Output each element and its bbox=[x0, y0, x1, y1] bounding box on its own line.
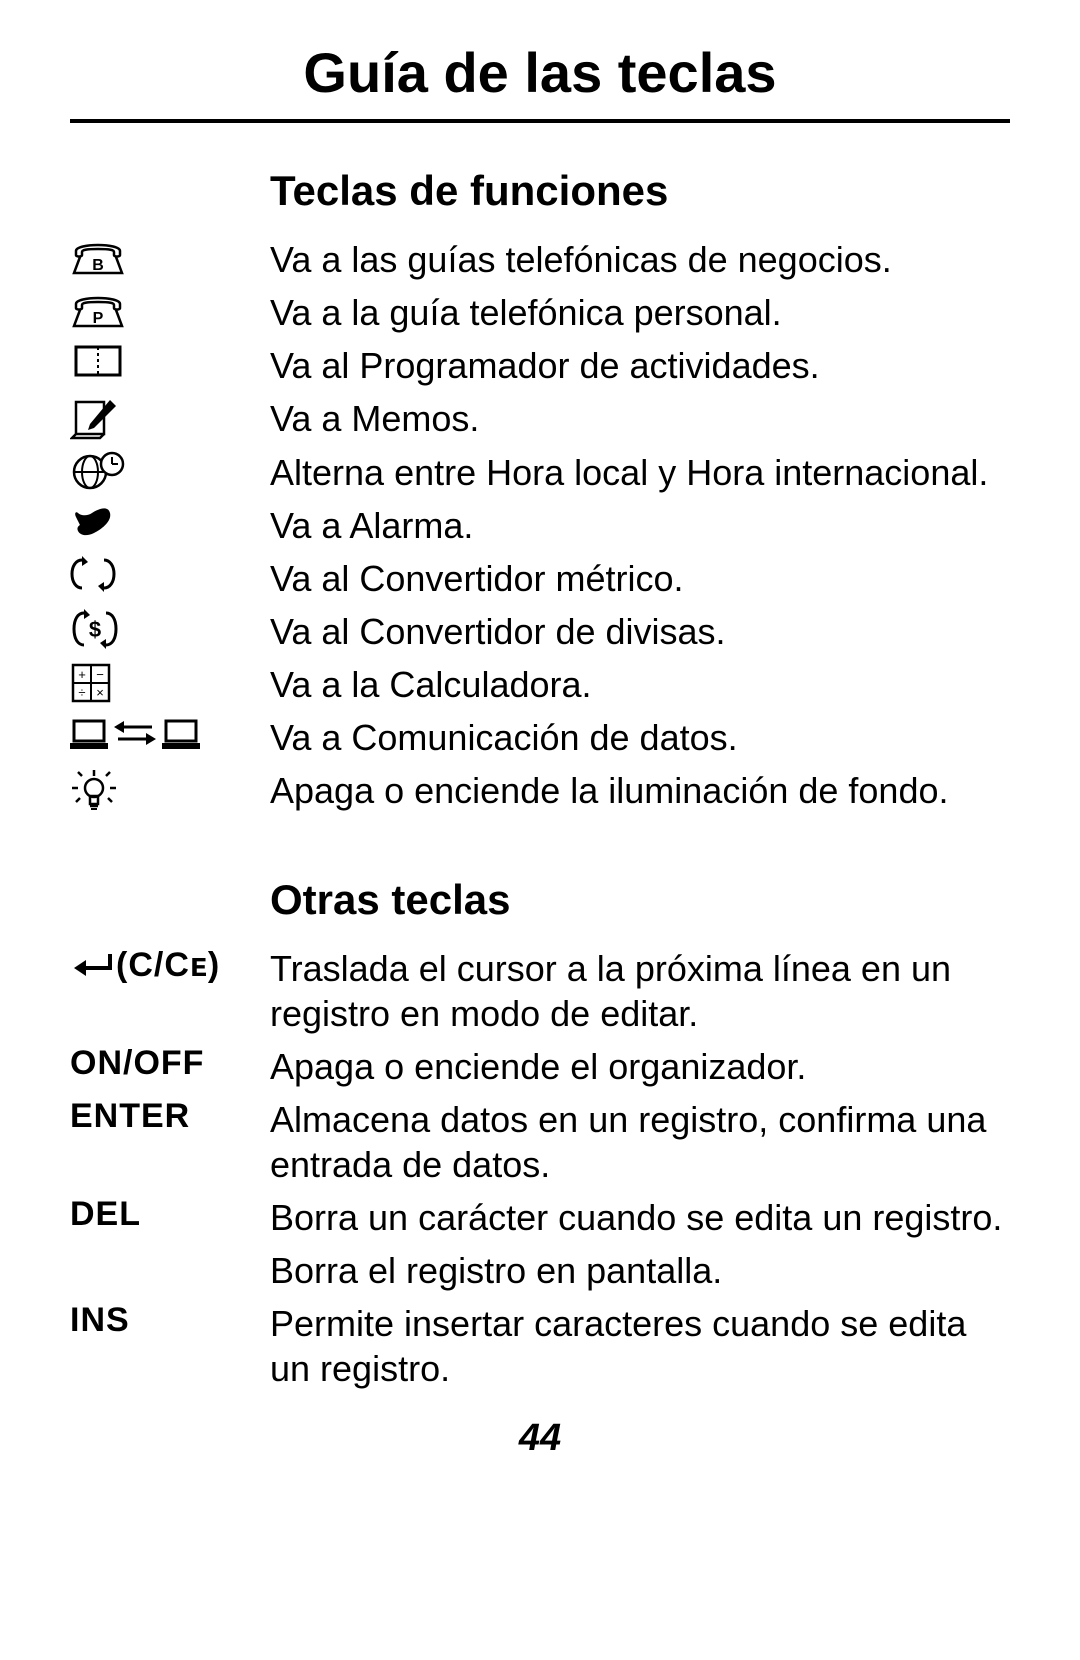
other-key-row: ON/OFF Apaga o enciende el organizador. bbox=[70, 1044, 1010, 1089]
other-key-row: INS Permite insertar caracteres cuando s… bbox=[70, 1301, 1010, 1391]
svg-text:P: P bbox=[93, 310, 104, 327]
currency-converter-icon: $ bbox=[70, 609, 270, 649]
metric-converter-icon bbox=[70, 556, 270, 592]
svg-text:$: $ bbox=[89, 617, 101, 642]
phone-p-icon: P bbox=[70, 290, 270, 332]
function-desc: Alterna entre Hora local y Hora internac… bbox=[270, 450, 1010, 495]
function-row: Va a Alarma. bbox=[70, 503, 1010, 548]
backlight-icon bbox=[70, 768, 270, 816]
phone-b-icon: B bbox=[70, 237, 270, 279]
svg-text:−: − bbox=[96, 667, 104, 682]
other-key-row: (C/Cᴇ) Traslada el cursor a la próxima l… bbox=[70, 946, 1010, 1036]
other-key-desc: Borra un carácter cuando se edita un reg… bbox=[270, 1195, 1010, 1240]
enter-arrow-icon bbox=[70, 952, 116, 980]
function-row: Va al Convertidor métrico. bbox=[70, 556, 1010, 601]
function-desc: Va a Comunicación de datos. bbox=[270, 715, 1010, 760]
key-label: INS bbox=[70, 1301, 130, 1340]
svg-text:+: + bbox=[78, 667, 86, 682]
function-row: Va a Comunicación de datos. bbox=[70, 715, 1010, 760]
function-desc: Va a Alarma. bbox=[270, 503, 1010, 548]
function-desc: Va a la Calculadora. bbox=[270, 662, 1010, 707]
other-key-row: DEL Borra un carácter cuando se edita un… bbox=[70, 1195, 1010, 1240]
scheduler-icon bbox=[70, 343, 270, 379]
function-desc: Va a Memos. bbox=[270, 396, 1010, 441]
world-clock-icon bbox=[70, 450, 270, 492]
function-row: Alterna entre Hora local y Hora internac… bbox=[70, 450, 1010, 495]
page-number: 44 bbox=[70, 1417, 1010, 1460]
other-key-desc: Permite insertar caracteres cuando se ed… bbox=[270, 1301, 1010, 1391]
function-desc: Va al Programador de actividades. bbox=[270, 343, 1010, 388]
svg-text:×: × bbox=[96, 685, 104, 700]
function-row: + − ÷ × Va a la Calculadora. bbox=[70, 662, 1010, 707]
function-desc: Va a las guías telefónicas de negocios. bbox=[270, 237, 1010, 282]
page-title: Guía de las teclas bbox=[70, 40, 1010, 123]
function-row: $ Va al Convertidor de divisas. bbox=[70, 609, 1010, 654]
function-desc: Va al Convertidor métrico. bbox=[270, 556, 1010, 601]
function-desc: Va al Convertidor de divisas. bbox=[270, 609, 1010, 654]
other-key-row: ENTER Almacena datos en un registro, con… bbox=[70, 1097, 1010, 1187]
other-key-desc: Apaga o enciende el organizador. bbox=[270, 1044, 1010, 1089]
section-heading-functions: Teclas de funciones bbox=[270, 167, 1010, 215]
other-key-desc: Borra el registro en pantalla. bbox=[270, 1248, 1010, 1293]
other-key-row: Borra el registro en pantalla. bbox=[70, 1248, 1010, 1293]
key-label: ENTER bbox=[70, 1097, 190, 1136]
svg-text:B: B bbox=[92, 257, 104, 274]
key-label: ON/OFF bbox=[70, 1044, 204, 1083]
function-row: Apaga o enciende la iluminación de fondo… bbox=[70, 768, 1010, 816]
memo-icon bbox=[70, 396, 270, 442]
other-key-desc: Almacena datos en un registro, confirma … bbox=[270, 1097, 1010, 1187]
function-row: Va al Programador de actividades. bbox=[70, 343, 1010, 388]
key-label: (C/Cᴇ) bbox=[116, 946, 220, 985]
function-desc: Apaga o enciende la iluminación de fondo… bbox=[270, 768, 1010, 813]
other-key-desc: Traslada el cursor a la próxima línea en… bbox=[270, 946, 1010, 1036]
alarm-icon bbox=[70, 503, 270, 541]
function-desc: Va a la guía telefónica personal. bbox=[270, 290, 1010, 335]
function-row: Va a Memos. bbox=[70, 396, 1010, 442]
data-comm-icon bbox=[70, 715, 270, 753]
calculator-icon: + − ÷ × bbox=[70, 662, 270, 704]
svg-text:÷: ÷ bbox=[78, 685, 85, 700]
key-label: DEL bbox=[70, 1195, 141, 1234]
function-row: P Va a la guía telefónica personal. bbox=[70, 290, 1010, 335]
section-heading-other: Otras teclas bbox=[270, 876, 1010, 924]
function-row: B Va a las guías telefónicas de negocios… bbox=[70, 237, 1010, 282]
